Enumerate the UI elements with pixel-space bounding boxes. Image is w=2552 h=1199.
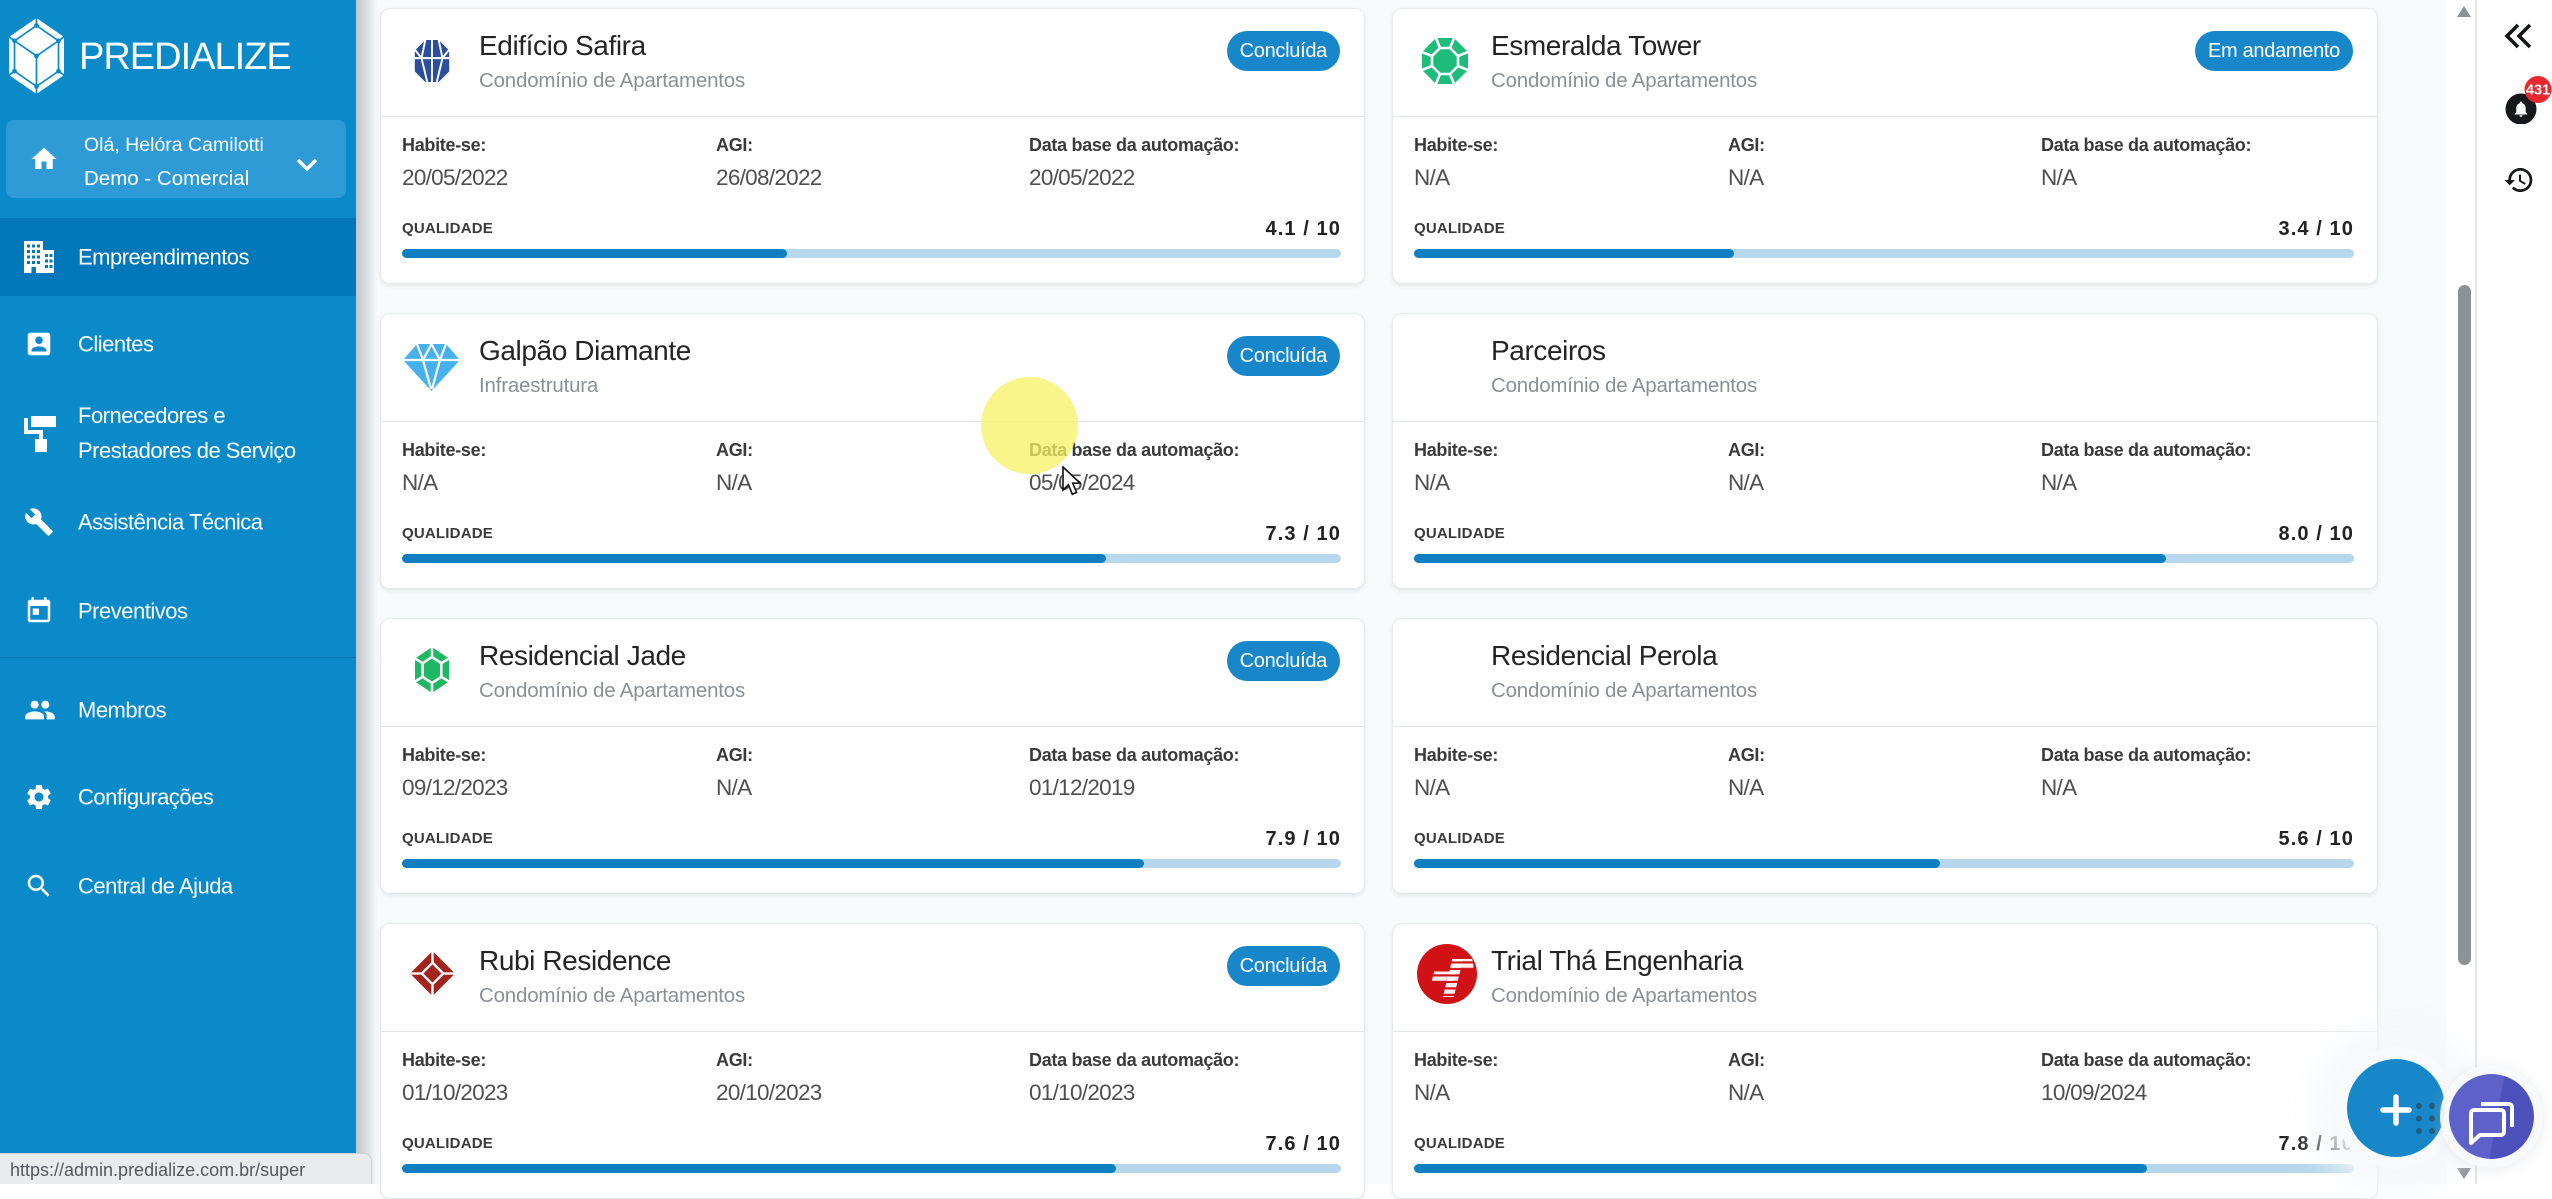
svg-text:431: 431 — [2526, 83, 2550, 99]
